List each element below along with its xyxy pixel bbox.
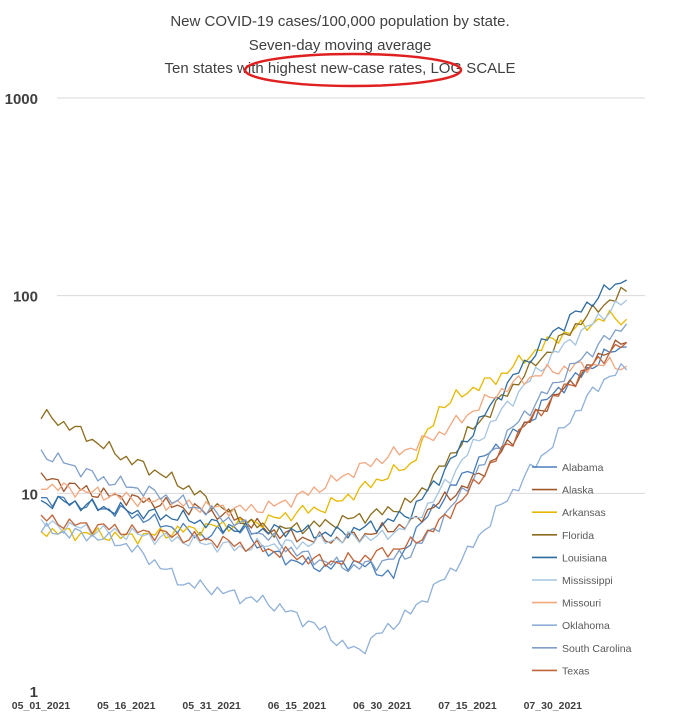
legend-label: Oklahoma [562, 620, 610, 632]
chart-title-line-3: Ten states with highest new-case rates, … [165, 60, 516, 77]
legend-label: Mississippi [562, 575, 613, 587]
series-line-missouri [40, 356, 628, 517]
x-tick-label: 06_15_2021 [268, 700, 327, 712]
y-axis-ticks: 1 10 100 1000 [5, 91, 38, 701]
x-tick-label: 05_31_2021 [182, 700, 241, 712]
series-line-louisiana [40, 279, 628, 539]
legend: Alabama Alaska Arkansas Florida Louisiana Mis… [532, 462, 632, 677]
legend-label: Alaska [562, 485, 594, 497]
series-line-texas [40, 341, 628, 567]
series-line-oklahoma [40, 363, 628, 655]
annotation-ellipse [243, 52, 463, 88]
series-line-florida [40, 286, 628, 538]
y-tick-label: 100 [13, 289, 38, 306]
y-tick-label: 1 [30, 684, 38, 701]
series-line-arkansas [40, 309, 628, 545]
x-axis-ticks: 05_01_2021 05_16_2021 05_31_2021 06_15_2021… [12, 700, 582, 712]
series-lines [40, 279, 628, 655]
legend-label: Texas [562, 665, 589, 677]
x-tick-label: 07_15_2021 [438, 700, 497, 712]
series-line-south-carolina [40, 323, 628, 573]
gridlines [57, 97, 645, 494]
chart-title-line-2: Seven-day moving average [249, 37, 432, 54]
x-tick-label: 06_30_2021 [353, 700, 412, 712]
x-tick-label: 05_01_2021 [12, 700, 71, 712]
x-tick-label: 07_30_2021 [524, 700, 583, 712]
legend-label: Florida [562, 530, 594, 542]
legend-label: Alabama [562, 462, 604, 474]
legend-label: Arkansas [562, 507, 606, 519]
legend-label: Louisiana [562, 552, 607, 564]
chart-title-line-1: New COVID-19 cases/100,000 population by… [170, 13, 509, 30]
series-line-alabama [41, 346, 627, 580]
legend-label: Missouri [562, 598, 601, 610]
y-tick-label: 10 [21, 486, 38, 503]
legend-label: South Carolina [562, 643, 632, 655]
y-tick-label: 1000 [5, 91, 38, 108]
series-line-mississippi [40, 299, 628, 553]
x-tick-label: 05_16_2021 [97, 700, 156, 712]
